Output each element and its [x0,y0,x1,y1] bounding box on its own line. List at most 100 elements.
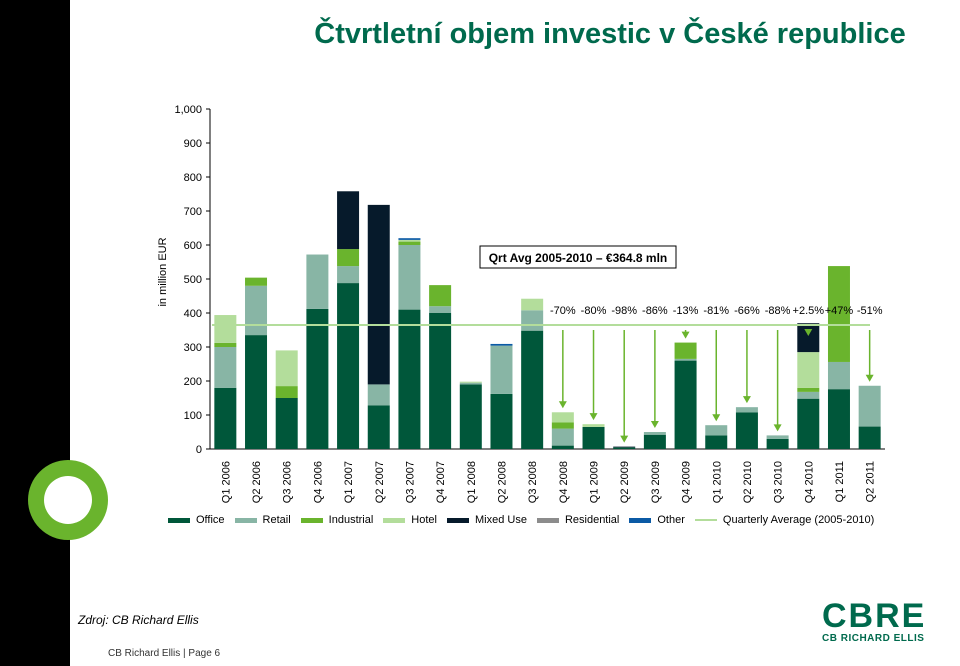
chart-legend: Office Retail Industrial Hotel Mixed Use Resi… [168,514,884,526]
y-tick-label: 200 [184,376,202,388]
bar-segment [459,384,482,449]
cbre-logo: CBRE [822,597,927,635]
legend-item: Residential [536,514,620,526]
change-arrow-head [650,421,659,428]
x-tick-label: Q1 2007 [343,461,355,503]
change-arrow-head [742,396,751,404]
bar-segment [797,398,820,449]
bar-segment [827,361,850,390]
change-arrow-head [589,413,598,421]
bar-segment [735,407,758,413]
bar-segment [398,245,421,310]
x-tick-label: Q2 2006 [251,461,263,503]
bar-segment [674,358,697,361]
x-tick-label: Q1 2006 [220,461,232,503]
bar-segment [275,386,298,398]
x-tick-label: Q2 2011 [865,461,877,502]
change-label: -51% [857,305,883,317]
bar-segment [613,446,636,448]
bar-segment [797,387,820,392]
legend-swatch [629,517,652,523]
bar-segment [337,266,360,284]
y-tick-label: 0 [196,444,202,456]
legend-line [694,519,717,521]
change-label: -66% [734,305,760,317]
legend-label: Retail [262,514,291,526]
bar-segment [827,389,850,449]
bar-segment [797,391,820,399]
bar-segment [214,342,237,347]
bar-segment [337,191,360,250]
bar-segment [214,347,237,388]
change-label: -86% [642,305,668,317]
bar-segment [521,298,544,311]
bar-segment [521,310,544,331]
bar-segment [367,405,390,449]
x-tick-label: Q2 2008 [496,461,508,503]
legend-swatch [300,517,323,523]
y-tick-label: 600 [184,240,202,252]
bar-segment [398,239,421,242]
bar-segment [306,254,329,309]
y-tick-label: 400 [184,308,202,320]
bar-segment [245,277,268,286]
bar-segment [674,342,697,359]
y-tick-label: 300 [184,342,202,354]
legend-item: Hotel [383,514,437,526]
y-tick-label: 800 [184,172,202,184]
bar-segment [337,283,360,449]
x-tick-label: Q4 2010 [803,461,815,503]
y-axis-label: in million EUR [157,237,169,306]
change-label: +2.5% [793,305,825,317]
y-tick-label: 100 [184,410,202,422]
change-label: -80% [581,305,607,317]
legend-label: Residential [564,514,620,526]
bar-segment [214,315,237,343]
bar-segment [582,426,605,449]
bar-segment [827,266,850,362]
x-tick-label: Q4 2009 [681,461,693,503]
bar-segment [367,384,390,406]
legend-label: Industrial [328,514,374,526]
bar-segment [735,412,758,449]
bar-segment [521,330,544,449]
change-arrow-head [773,424,782,432]
change-label: +47% [825,305,854,317]
x-tick-label: Q2 2010 [742,461,754,503]
x-tick-label: Q3 2010 [773,461,785,503]
bar-segment [551,412,574,423]
change-arrow-head [681,331,690,339]
bar-segment [429,306,452,313]
x-tick-label: Q1 2010 [711,461,723,503]
bar-segment [367,204,390,385]
legend-swatch [234,517,257,523]
change-label: -13% [673,305,699,317]
legend-item: Retail [234,514,291,526]
bar-segment [459,381,482,383]
legend-item-average: Quarterly Average (2005-2010) [694,514,874,526]
bar-segment [398,241,421,245]
x-tick-label: Q1 2011 [834,461,846,502]
x-tick-label: Q1 2008 [466,461,478,503]
bar-segment [797,352,820,388]
x-tick-label: Q1 2009 [589,461,601,503]
bar-segment [858,385,881,427]
y-tick-label: 900 [184,138,202,150]
bar-segment [858,426,881,449]
legend-label: Other [657,514,685,526]
bar-segment [459,382,482,385]
bar-segment [398,309,421,449]
y-tick-label: 500 [184,274,202,286]
bar-segment [429,285,452,307]
legend-label: Office [196,514,225,526]
bar-segment [613,447,636,449]
bar-segment [551,428,574,446]
legend-item: Other [629,514,685,526]
bar-segment [306,308,329,449]
bar-segment [490,393,513,449]
change-arrow-head [620,435,629,443]
bar-segment [643,432,666,435]
bar-segment [490,345,513,394]
change-label: -88% [765,305,791,317]
